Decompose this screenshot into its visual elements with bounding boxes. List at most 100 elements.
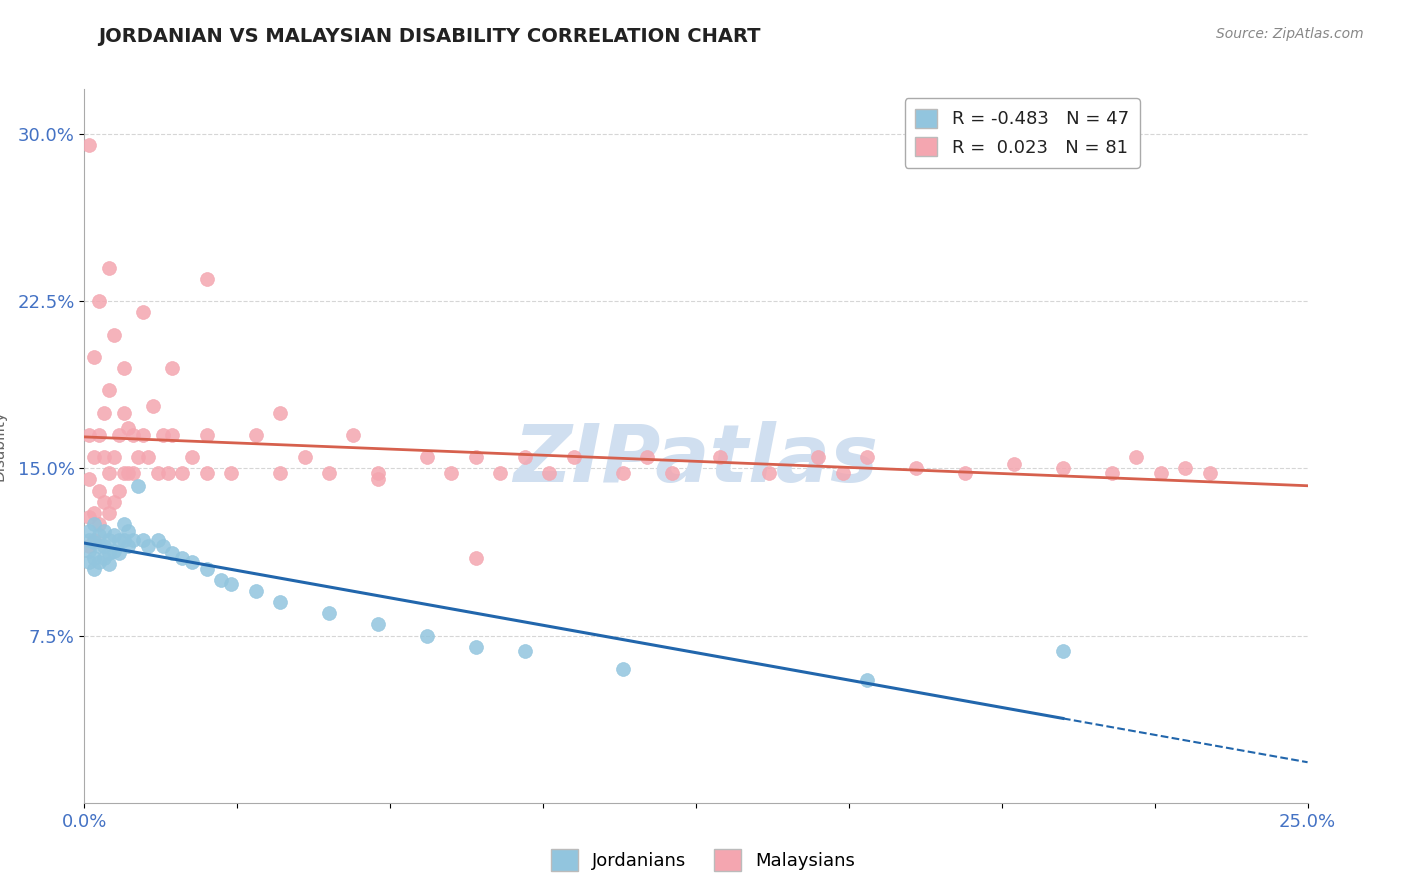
Point (464, 450, 486, 464)
Point (117, 524, 139, 538)
Point (132, 305, 155, 319)
Point (1002, 457, 1025, 471)
Point (156, 466, 179, 480)
Point (162, 546, 184, 560)
Point (97, 557, 120, 572)
Point (83, 550, 105, 565)
Point (87, 427, 110, 442)
Point (127, 450, 149, 464)
Point (1174, 461, 1197, 475)
Point (489, 466, 512, 480)
Point (77, 533, 100, 547)
Point (181, 555, 204, 569)
Point (77, 555, 100, 569)
Legend: Jordanians, Malaysians: Jordanians, Malaysians (544, 842, 862, 879)
Point (342, 427, 364, 442)
Point (1101, 466, 1123, 480)
Point (513, 644, 536, 658)
Point (83, 533, 105, 547)
Point (209, 573, 232, 587)
Point (318, 466, 340, 480)
Point (195, 271, 218, 285)
Point (856, 450, 879, 464)
Point (132, 427, 155, 442)
Point (612, 662, 634, 676)
Text: JORDANIAN VS MALAYSIAN DISABILITY CORRELATION CHART: JORDANIAN VS MALAYSIAN DISABILITY CORREL… (98, 27, 761, 45)
Point (77, 524, 100, 538)
Point (219, 577, 242, 591)
Point (905, 461, 928, 475)
Point (612, 466, 634, 480)
Point (117, 466, 139, 480)
Point (440, 466, 463, 480)
Y-axis label: Disability: Disability (0, 410, 6, 482)
Point (219, 466, 242, 480)
Point (269, 595, 291, 609)
Point (146, 533, 169, 547)
Point (464, 640, 486, 654)
Point (77, 539, 100, 553)
Text: Source: ZipAtlas.com: Source: ZipAtlas.com (1216, 27, 1364, 41)
Point (103, 494, 125, 508)
Point (538, 466, 561, 480)
Point (318, 607, 340, 621)
Point (112, 533, 135, 547)
Point (513, 450, 536, 464)
Point (367, 473, 389, 487)
Point (107, 483, 129, 498)
Point (83, 450, 105, 464)
Point (953, 466, 976, 480)
Point (142, 399, 165, 413)
Point (103, 327, 125, 342)
Point (77, 510, 100, 524)
Point (112, 516, 135, 531)
Point (636, 450, 658, 464)
Point (562, 450, 585, 464)
Point (77, 137, 100, 152)
Point (93, 494, 115, 508)
Point (136, 539, 159, 553)
Point (195, 427, 218, 442)
Point (87, 293, 110, 308)
Point (112, 405, 135, 419)
Point (152, 539, 174, 553)
Point (807, 450, 830, 464)
Point (83, 506, 105, 520)
Point (269, 466, 291, 480)
Point (93, 539, 115, 553)
Point (195, 466, 218, 480)
Point (112, 360, 135, 375)
Point (162, 427, 184, 442)
Point (93, 405, 115, 419)
Point (83, 534, 105, 549)
Point (416, 450, 439, 464)
Point (1198, 466, 1220, 480)
Point (122, 427, 145, 442)
Point (758, 466, 780, 480)
Point (464, 550, 486, 565)
Point (87, 539, 110, 553)
Point (709, 450, 731, 464)
Text: ZIPatlas: ZIPatlas (513, 421, 879, 500)
Point (152, 427, 174, 442)
Point (97, 546, 120, 560)
Point (122, 466, 145, 480)
Point (117, 539, 139, 553)
Point (1052, 461, 1074, 475)
Point (77, 543, 100, 558)
Point (416, 628, 439, 642)
Point (77, 427, 100, 442)
Point (172, 466, 194, 480)
Point (93, 450, 115, 464)
Point (127, 479, 149, 493)
Point (132, 533, 155, 547)
Point (661, 466, 683, 480)
Point (97, 466, 120, 480)
Point (245, 583, 267, 598)
Point (146, 466, 169, 480)
Point (107, 546, 129, 560)
Point (107, 533, 129, 547)
Point (1125, 450, 1147, 464)
Point (97, 260, 120, 275)
Point (181, 450, 204, 464)
